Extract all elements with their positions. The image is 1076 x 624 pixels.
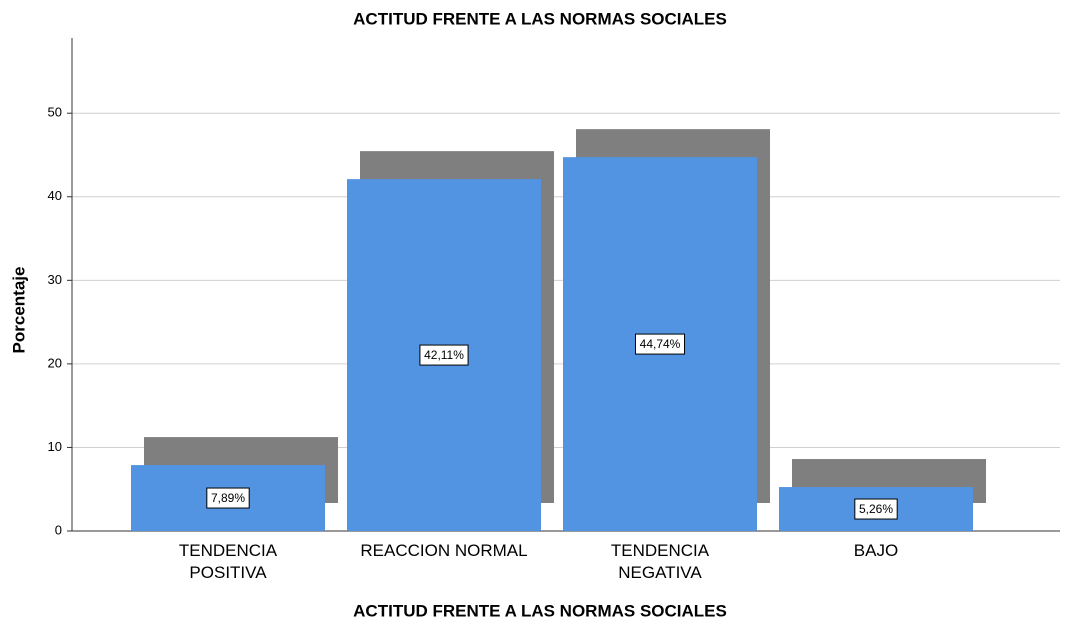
y-tick-label: 40 [48, 188, 62, 203]
y-tick-label: 50 [48, 105, 62, 120]
y-tick-label: 20 [48, 355, 62, 370]
x-tick-label: TENDENCIA POSITIVA [179, 541, 278, 582]
value-label: 42,11% [424, 348, 464, 362]
y-tick-label: 10 [48, 439, 62, 454]
value-label: 7,89% [211, 491, 245, 505]
value-label-box [634, 333, 686, 355]
value-label: 44,74% [640, 337, 681, 351]
value-label: 5,26% [859, 502, 893, 516]
value-label-box [419, 344, 469, 366]
x-tick-label: TENDENCIA NEGATIVA [611, 541, 710, 582]
x-tick-label: BAJO [854, 541, 898, 560]
x-axis-title: ACTITUD FRENTE A LAS NORMAS SOCIALES [353, 601, 727, 620]
x-tick-label: REACCION NORMAL [360, 541, 527, 560]
y-axis-title: Porcentaje [9, 267, 28, 354]
value-label-box [854, 498, 898, 520]
y-tick-label: 0 [55, 522, 62, 537]
value-label-box [206, 487, 250, 509]
y-tick-label: 30 [48, 272, 62, 287]
chart-title: ACTITUD FRENTE A LAS NORMAS SOCIALES [353, 9, 727, 28]
